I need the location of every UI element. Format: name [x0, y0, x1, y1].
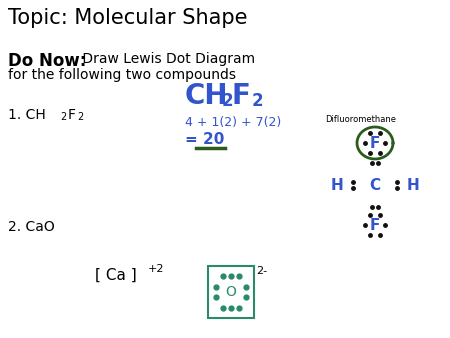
- Text: 2: 2: [77, 112, 83, 122]
- Text: 1. CH: 1. CH: [8, 108, 46, 122]
- Text: Topic: Molecular Shape: Topic: Molecular Shape: [8, 8, 248, 28]
- Text: 2: 2: [222, 92, 234, 110]
- Text: F: F: [232, 82, 251, 110]
- Text: Do Now:: Do Now:: [8, 52, 86, 70]
- Text: H: H: [331, 177, 343, 193]
- Text: C: C: [369, 177, 381, 193]
- Text: Draw Lewis Dot Diagram: Draw Lewis Dot Diagram: [78, 52, 255, 66]
- FancyBboxPatch shape: [208, 266, 254, 318]
- Text: F: F: [68, 108, 76, 122]
- Text: 2. CaO: 2. CaO: [8, 220, 55, 234]
- Text: O: O: [225, 285, 236, 299]
- Text: F: F: [370, 136, 380, 150]
- Text: 2: 2: [60, 112, 66, 122]
- Text: 2-: 2-: [256, 266, 267, 276]
- Text: 4 + 1(2) + 7(2): 4 + 1(2) + 7(2): [185, 116, 281, 129]
- Text: [ Ca ]: [ Ca ]: [95, 268, 137, 283]
- Text: Difluoromethane: Difluoromethane: [325, 115, 396, 124]
- Text: CH: CH: [185, 82, 229, 110]
- Text: H: H: [407, 177, 419, 193]
- Text: for the following two compounds: for the following two compounds: [8, 68, 236, 82]
- Text: +2: +2: [148, 264, 165, 274]
- Text: = 20: = 20: [185, 132, 225, 147]
- Text: F: F: [370, 217, 380, 233]
- Text: 2: 2: [252, 92, 264, 110]
